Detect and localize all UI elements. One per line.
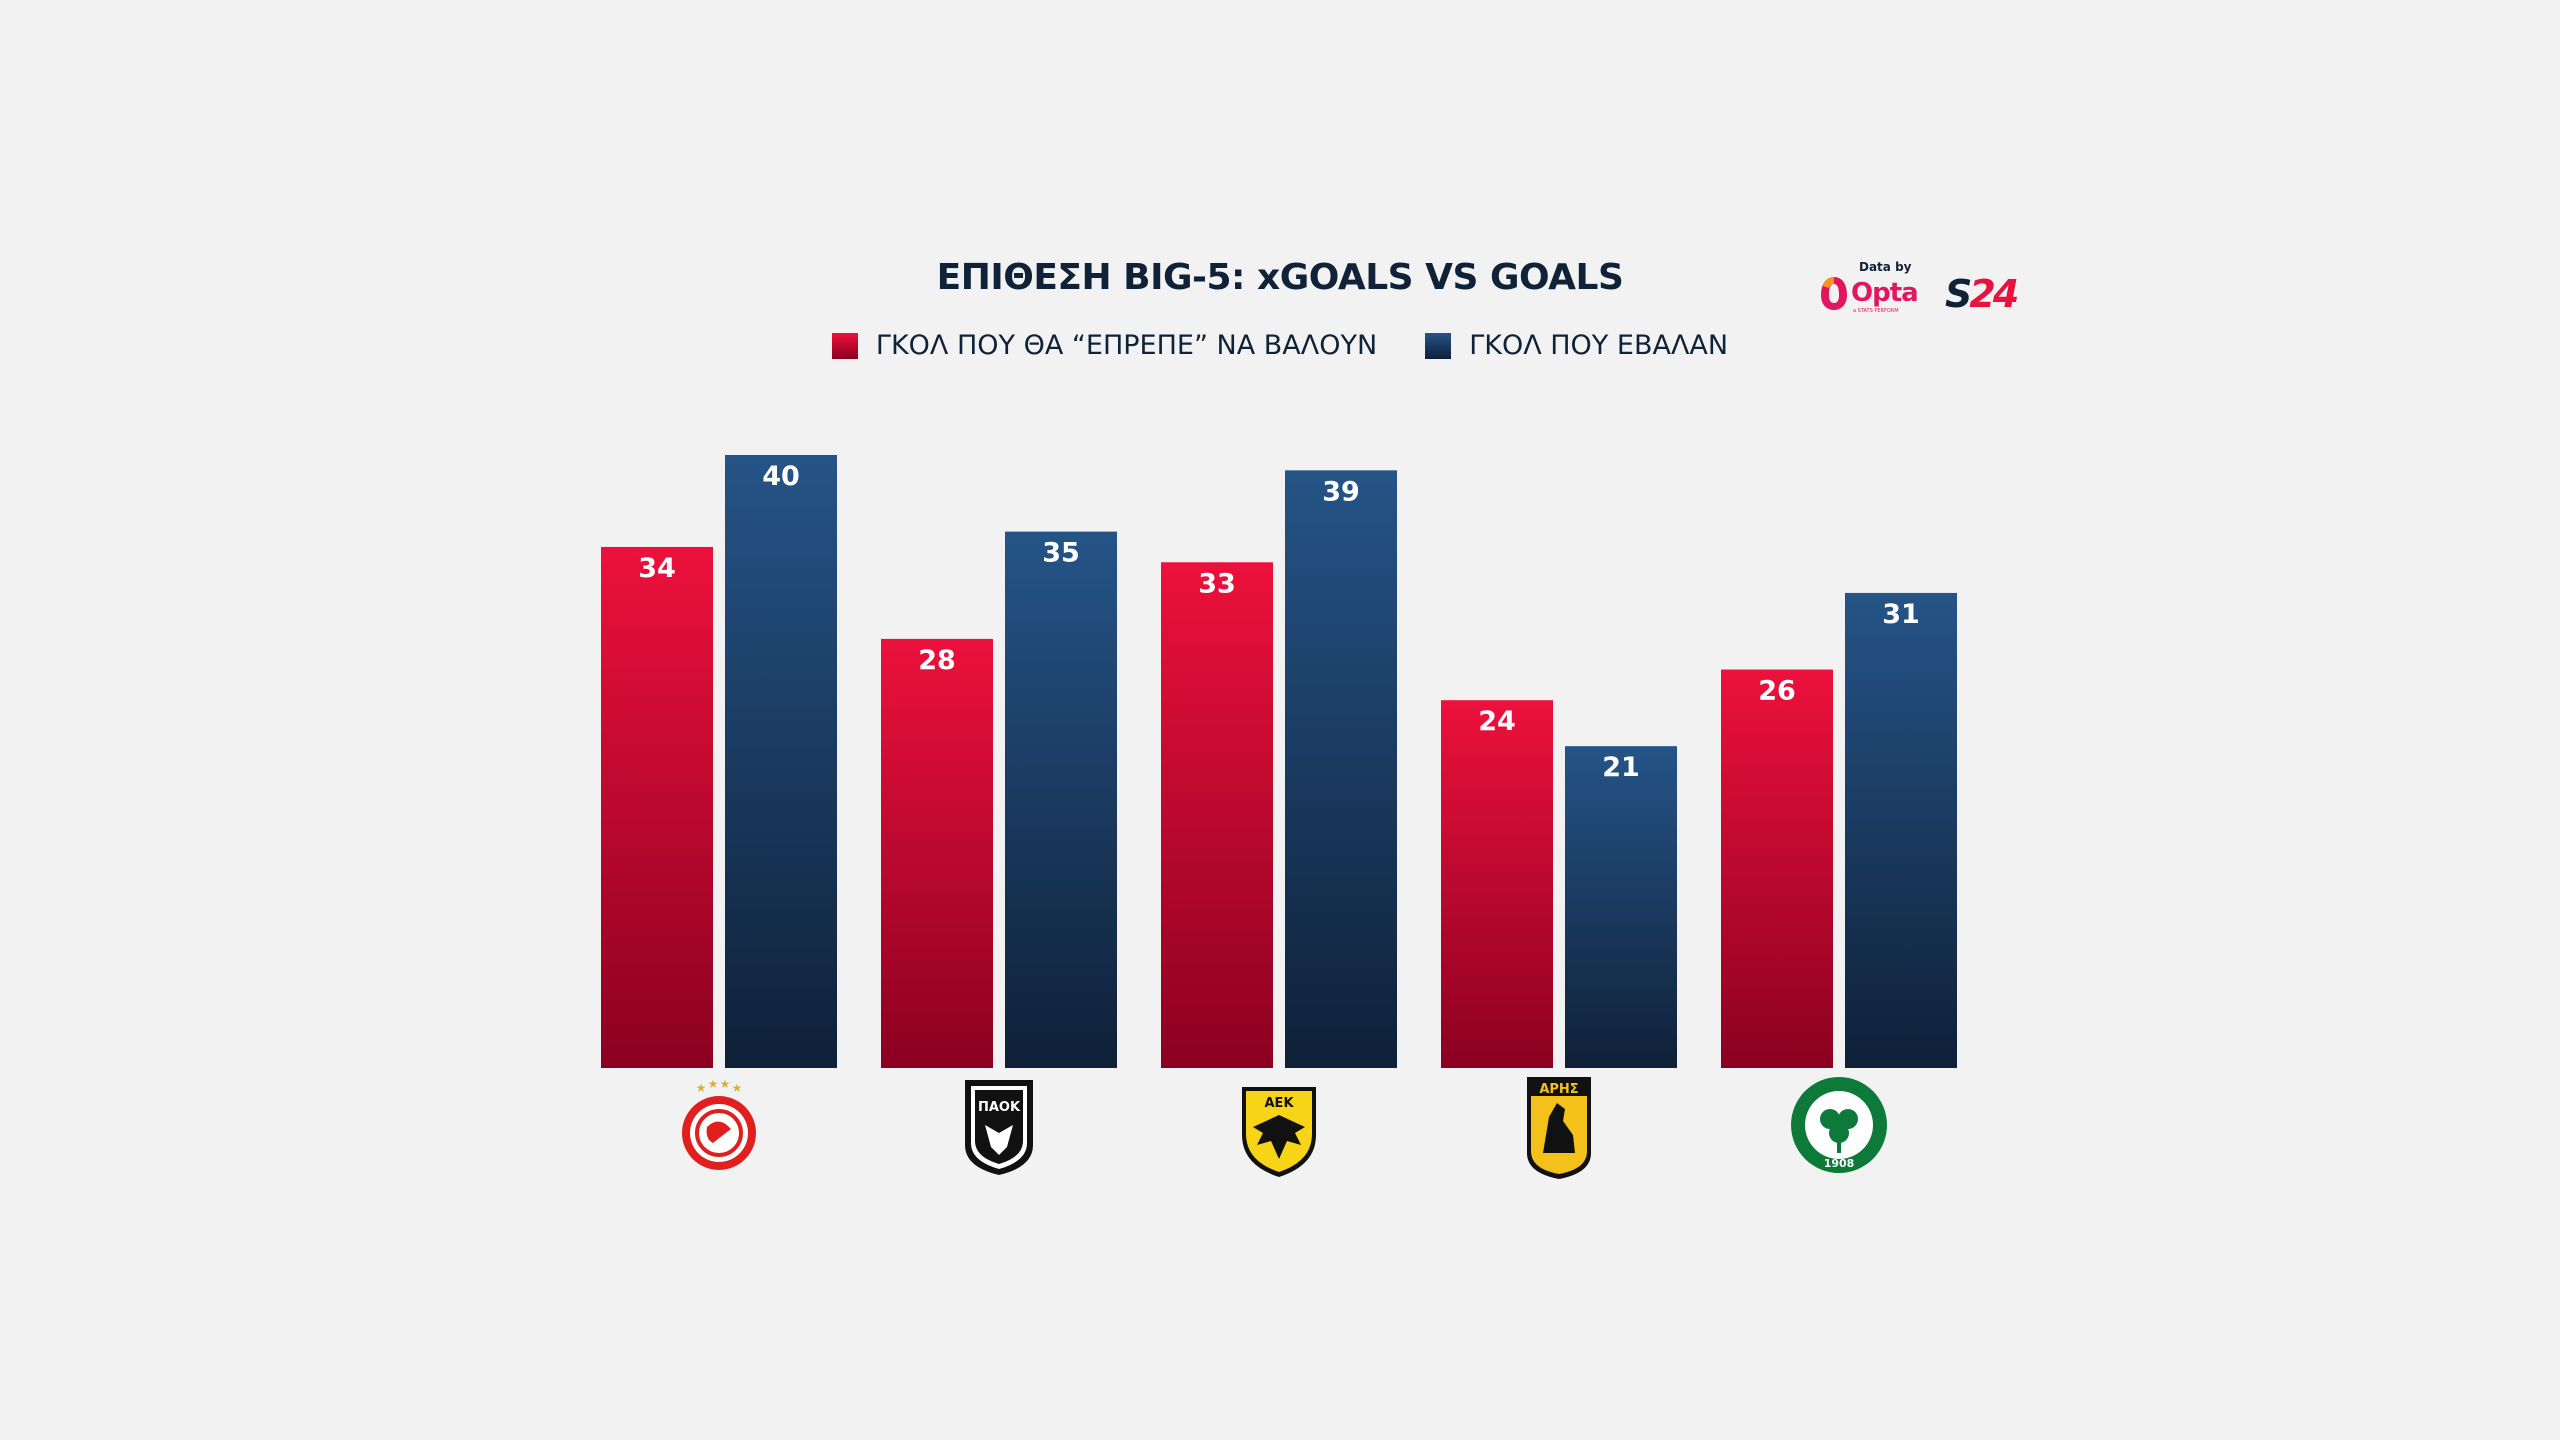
olympiacos-logo: ★ ★ ★ ★ [682,1077,756,1170]
panathinaikos-logo-text: 1908 [1824,1157,1855,1170]
svg-text:★: ★ [708,1077,719,1091]
data-label-expected-1: 28 [918,645,956,676]
panathinaikos-logo: 1908 [1791,1077,1887,1173]
svg-text:★: ★ [720,1077,731,1091]
bar-actual-3 [1565,746,1677,1068]
aris-logo-text: ΑΡΗΣ [1539,1082,1578,1097]
aek-logo: ΑΕΚ [1242,1087,1316,1177]
opta-logo-icon [1821,277,1847,310]
bar-actual-4 [1845,592,1957,1068]
brand-logos: Data by Opta a STATS PERFORM S24 [1815,258,2025,318]
data-label-actual-0: 40 [762,461,800,492]
legend-label-expected-goals: ΓΚΟΛ ΠΟΥ ΘΑ “ΕΠΡΕΠΕ” ΝΑ ΒΑΛΟΥΝ [875,330,1378,361]
data-label-actual-1: 35 [1042,538,1080,569]
legend-item-actual-goals: ΓΚΟΛ ΠΟΥ ΕΒΑΛΑΝ [1425,330,1728,361]
legend-swatch-blue [1425,332,1452,359]
aek-logo-text: ΑΕΚ [1264,1096,1294,1111]
svg-text:★: ★ [696,1081,707,1095]
bars-group: 34 40 28 35 33 39 24 21 26 31 [601,455,1957,1068]
chart-legend: ΓΚΟΛ ΠΟΥ ΘΑ “ΕΠΡΕΠΕ” ΝΑ ΒΑΛΟΥΝ ΓΚΟΛ ΠΟΥ … [0,330,2560,361]
bar-actual-2 [1285,470,1397,1068]
legend-swatch-red [831,332,858,359]
opta-wordmark: Opta [1851,278,1919,308]
bar-expected-4 [1721,669,1833,1068]
s24-logo: S24 [1945,272,2019,316]
bar-expected-0 [601,546,713,1068]
data-label-expected-3: 24 [1478,706,1516,737]
legend-item-expected-goals: ΓΚΟΛ ΠΟΥ ΘΑ “ΕΠΡΕΠΕ” ΝΑ ΒΑΛΟΥΝ [831,330,1378,361]
data-label-actual-2: 39 [1322,476,1360,507]
chart-title: ΕΠΙΘΕΣΗ BIG-5: xGOALS VS GOALS [936,257,1624,298]
paok-logo-text: ΠΑΟΚ [978,1100,1021,1115]
data-label-actual-4: 31 [1882,599,1920,630]
bar-expected-2 [1161,562,1273,1068]
data-label-expected-0: 34 [638,553,676,584]
bar-actual-0 [725,455,837,1068]
svg-text:★: ★ [732,1081,743,1095]
bar-actual-1 [1005,531,1117,1068]
bar-expected-1 [881,638,993,1068]
data-by-label: Data by [1859,260,1912,274]
bar-expected-3 [1441,700,1553,1068]
paok-logo: ΠΑΟΚ [965,1080,1033,1175]
aris-logo: ΑΡΗΣ [1527,1077,1591,1179]
legend-label-actual-goals: ΓΚΟΛ ΠΟΥ ΕΒΑΛΑΝ [1469,330,1729,361]
data-label-actual-3: 21 [1602,752,1640,783]
opta-subtitle: a STATS PERFORM [1853,308,1899,314]
data-label-expected-2: 33 [1198,568,1236,599]
data-label-expected-4: 26 [1758,676,1796,707]
